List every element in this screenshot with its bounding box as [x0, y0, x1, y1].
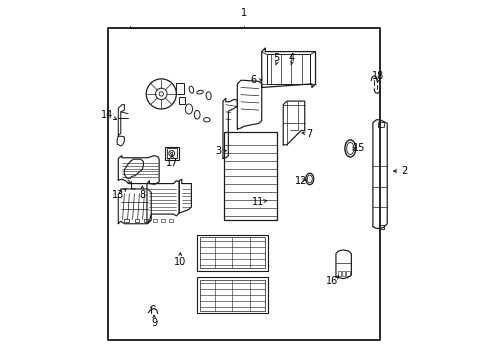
Bar [124, 219, 128, 222]
Bar [144, 219, 148, 222]
Bar [169, 220, 172, 222]
Text: 9: 9 [151, 319, 157, 328]
Text: 10: 10 [173, 257, 186, 267]
Text: 16: 16 [325, 276, 338, 286]
Text: 3: 3 [215, 146, 221, 156]
Bar [200, 237, 264, 268]
Bar [179, 97, 184, 104]
Bar [166, 148, 176, 158]
Bar [153, 220, 156, 222]
Bar [164, 147, 178, 160]
Text: 15: 15 [352, 143, 365, 153]
Text: 13: 13 [112, 190, 124, 200]
Bar [197, 277, 267, 314]
Text: 18: 18 [371, 71, 383, 81]
Bar [135, 219, 139, 222]
Bar [223, 132, 276, 220]
Bar [341, 271, 345, 276]
Text: 8: 8 [139, 190, 145, 200]
Text: 2: 2 [400, 166, 407, 176]
Bar [378, 225, 384, 229]
Bar [176, 83, 184, 94]
Bar [266, 54, 310, 84]
Bar [161, 220, 164, 222]
Text: 4: 4 [288, 53, 294, 63]
Text: 14: 14 [101, 111, 113, 121]
Text: 1: 1 [240, 8, 246, 18]
Text: 17: 17 [165, 158, 178, 168]
Bar [377, 122, 384, 127]
Bar [200, 280, 264, 311]
Text: 6: 6 [249, 75, 256, 85]
Text: 7: 7 [306, 129, 312, 139]
Text: 12: 12 [294, 176, 307, 186]
Text: 11: 11 [251, 197, 264, 207]
Bar [346, 271, 349, 276]
Bar [197, 234, 267, 271]
Bar [107, 28, 379, 339]
Bar [337, 271, 340, 276]
Text: 5: 5 [273, 53, 279, 63]
